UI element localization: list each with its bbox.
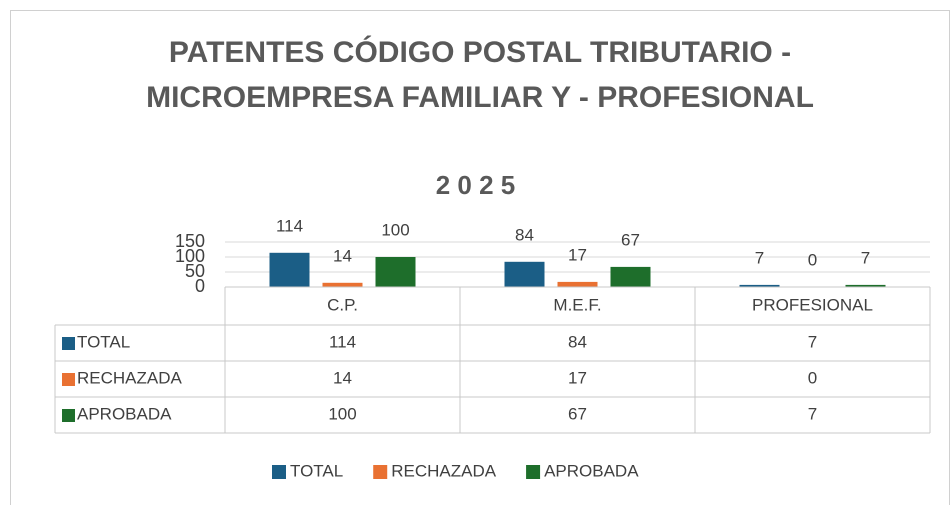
- table-legend-key: [62, 409, 75, 422]
- x-tick-label: PROFESIONAL: [752, 295, 873, 314]
- x-tick-label: M.E.F.: [553, 295, 601, 314]
- table-legend-key: [62, 337, 75, 350]
- bar: [322, 282, 363, 287]
- bar: [739, 284, 780, 287]
- table-row-label: APROBADA: [77, 404, 172, 423]
- table-cell: 114: [329, 332, 356, 351]
- table-cell: 17: [568, 368, 587, 387]
- y-tick-label: 50: [185, 261, 205, 281]
- data-label: 7: [861, 248, 870, 267]
- data-label: 7: [755, 248, 764, 267]
- bar: [557, 281, 598, 287]
- legend-key: [272, 465, 286, 479]
- legend-key: [373, 465, 388, 479]
- table-cell: 7: [808, 404, 817, 423]
- bar: [375, 257, 416, 287]
- table-cell: 0: [808, 368, 817, 387]
- bar: [504, 261, 545, 287]
- legend-label: APROBADA: [544, 461, 639, 480]
- table-row-label: TOTAL: [77, 332, 130, 351]
- x-tick-label: C.P.: [327, 295, 358, 314]
- table-cell: 14: [333, 368, 352, 387]
- data-label: 17: [568, 245, 587, 264]
- table-cell: 84: [568, 332, 587, 351]
- legend-label: TOTAL: [290, 461, 343, 480]
- bar: [845, 284, 886, 287]
- chart-subtitle: 2 0 2 5: [435, 170, 516, 200]
- chart-title: PATENTES CÓDIGO POSTAL TRIBUTARIO - MICR…: [146, 36, 814, 114]
- table-cell: 67: [568, 404, 587, 423]
- table-row-label: RECHAZADA: [77, 368, 183, 387]
- data-label: 0: [808, 250, 817, 269]
- data-label: 84: [515, 225, 534, 244]
- data-label: 14: [333, 246, 352, 265]
- table-cell: 7: [808, 332, 817, 351]
- y-tick-label: 150: [175, 231, 205, 251]
- y-tick-label: 100: [175, 246, 205, 266]
- legend-label: RECHAZADA: [391, 461, 497, 480]
- bar: [610, 266, 651, 287]
- table-cell: 100: [328, 404, 356, 423]
- bar: [269, 252, 310, 287]
- table-legend-key: [62, 373, 75, 386]
- legend-key: [526, 465, 541, 479]
- data-label: 114: [276, 216, 303, 235]
- data-label: 67: [621, 230, 640, 249]
- y-tick-label: 0: [195, 276, 205, 296]
- chart-frame: [10, 10, 950, 505]
- data-label: 100: [381, 220, 409, 239]
